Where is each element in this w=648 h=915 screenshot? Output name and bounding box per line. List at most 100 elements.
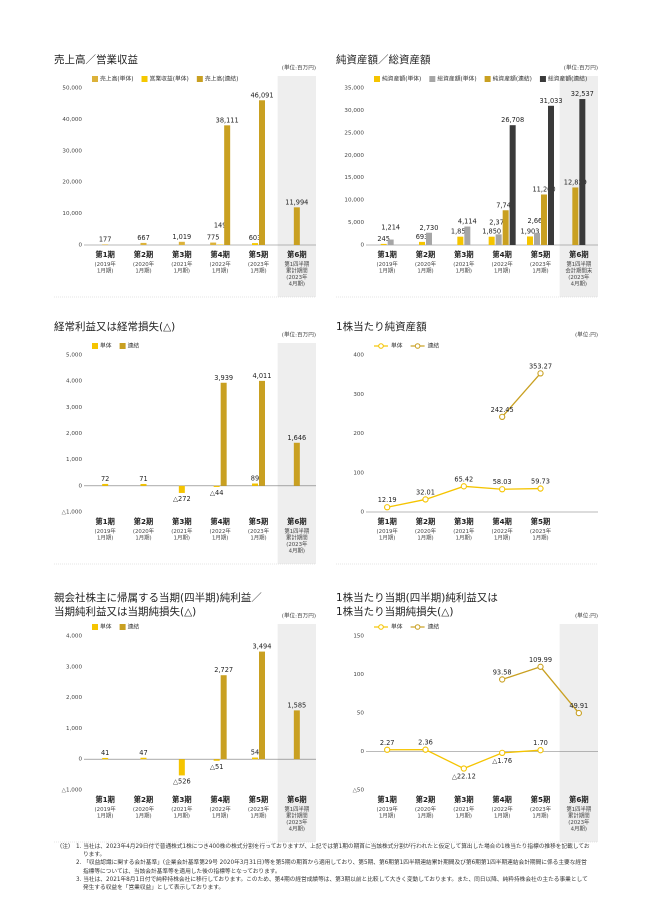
value-label: 1,903 [521,227,540,235]
y-tick-label: 25,000 [344,130,364,136]
bar [140,242,147,245]
category-note: (2021年 [171,260,193,268]
y-tick-label: △1,000 [62,510,83,516]
category-label: 第4期 [210,517,229,526]
category-label: 第5期 [249,795,268,804]
category-label: 第6期 [287,250,306,259]
y-tick-label: 40,000 [62,117,82,123]
bar [380,243,387,245]
value-label: 12,829 [564,178,587,186]
category-note: (2023年 [286,540,308,548]
category-note: 1月期) [417,813,433,820]
legend-label: 総資産額(単体) [437,75,476,83]
y-tick-label: 1,000 [66,457,82,463]
bar [178,759,185,776]
category-note: 1月期) [250,813,266,820]
footnote: 2. 「収益認識に関する会計基準」(企業会計基準第29号 2020年3月31日)… [76,860,587,875]
value-label: 4,011 [253,372,272,380]
value-label: 59.73 [531,478,550,486]
point [422,496,429,503]
category-label: 第3期 [454,250,473,259]
value-label: 3,494 [253,643,272,651]
bar [102,244,109,245]
y-tick-label: 4,000 [66,379,82,385]
category-note: 1月期) [212,268,228,275]
value-label: 32.01 [416,488,435,496]
legend-swatch [414,343,421,349]
value-label: 2,373 [489,218,508,226]
category-note: (2019年 [95,260,117,268]
bar [387,239,394,245]
bar [178,241,185,245]
value-label: 11,260 [532,185,555,193]
category-note: 1月期) [379,813,395,820]
value-label: 177 [99,235,112,243]
category-note: 1月期) [417,268,433,275]
value-label: 3,939 [214,374,233,382]
category-note: 累計期間 [286,812,308,820]
bar [259,380,265,486]
category-label: 第6期 [569,250,588,259]
bar [541,194,547,245]
point [422,746,429,753]
category-note: (2023年 [530,805,552,813]
legend-swatch [196,76,203,82]
value-label: 245 [377,235,390,243]
y-tick-label: 3,000 [66,405,82,411]
value-label: 242.45 [491,406,514,414]
value-label: 149 [214,222,227,230]
category-note: 4月期) [571,281,587,288]
value-label: △1.76 [492,757,512,765]
point [537,747,544,754]
category-note: (2021年 [453,260,475,268]
value-label: 26,708 [501,116,524,124]
category-note: (2019年 [95,527,117,535]
category-note: (2023年 [248,260,270,268]
chart-title: 1株当たり純資産額 [336,320,427,333]
y-tick-label: 0 [360,243,364,249]
point [537,370,544,377]
category-note: (2023年 [248,805,270,813]
category-note: 1月期) [456,535,472,542]
legend-label: 総資産額(連結) [548,75,587,83]
value-label: △22.12 [452,773,476,781]
category-label: 第1期 [377,795,396,804]
y-tick-label: 0 [360,510,364,516]
legend-label: 連結 [428,342,440,350]
bar [102,757,109,760]
category-label: 第3期 [172,795,191,804]
category-note: 累計期間 [286,534,308,542]
bar [210,242,217,245]
category-label: 第2期 [134,517,153,526]
category-note: (2021年 [453,527,475,535]
bar [259,100,265,245]
category-note: (2019年 [377,805,399,813]
category-note: 1月期) [532,535,548,542]
unit-label: (単位:百万円) [282,331,316,339]
category-note: 4月期) [571,826,587,833]
value-label: 693 [416,233,429,241]
value-label: 1,646 [287,434,306,442]
footnote-items: 1. 当社は、2023年4月29日付で普通株式1株につき400株の株式分割を行っ… [76,843,592,892]
category-note: 1月期) [494,535,510,542]
footnotes: (注) 1. 当社は、2023年4月29日付で普通株式1株につき400株の株式分… [60,843,592,892]
value-label: 32,537 [571,90,594,98]
category-label: 第2期 [416,795,435,804]
value-label: 603 [249,234,262,242]
category-note: 1月期) [97,813,113,820]
y-tick-label: 30,000 [62,148,82,154]
bar [140,483,147,486]
footnote-block: (注) 1. 当社は、2023年4月29日付で普通株式1株につき400株の株式分… [60,843,592,892]
y-tick-label: 0 [78,483,82,489]
category-label: 第2期 [416,250,435,259]
category-note: 1月期) [212,813,228,820]
y-tick-label: 20,000 [344,153,364,159]
value-label: 71 [139,475,147,483]
bar [527,236,533,245]
category-label: 第1期 [377,517,396,526]
y-tick-label: 5,000 [66,353,82,359]
category-note: (2019年 [377,260,399,268]
category-note: (2020年 [133,527,155,535]
